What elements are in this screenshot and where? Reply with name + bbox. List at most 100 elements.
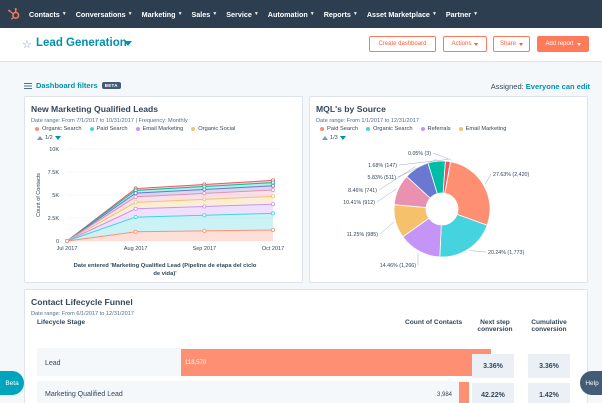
caret-down-icon [474, 42, 479, 46]
nav-reports[interactable]: Reports ▼ [324, 10, 358, 19]
series-line[interactable] [66, 189, 274, 242]
card-title[interactable]: MQL's by Source [316, 104, 386, 114]
funnel-row-label: Marketing Qualified Lead [45, 391, 123, 398]
chevron-down-icon: ▼ [212, 11, 218, 17]
funnel-row-bg [37, 381, 467, 403]
cumulative-conversion: 3.36% [528, 354, 570, 378]
funnel-bar[interactable] [459, 382, 470, 403]
data-point[interactable] [65, 238, 70, 243]
arrow-up-icon[interactable] [322, 136, 328, 140]
create-dashboard-button[interactable]: Create dashboard [369, 36, 436, 52]
legend-item[interactable]: Paid Search [320, 126, 358, 132]
chevron-down-icon: ▼ [127, 11, 133, 17]
funnel-bar[interactable] [181, 349, 491, 376]
beta-badge: BETA [101, 82, 121, 89]
leader-line [376, 188, 397, 203]
data-point[interactable] [133, 206, 138, 211]
dashboard-title[interactable]: Lead Generation [36, 37, 127, 49]
data-point[interactable] [202, 197, 207, 202]
data-point[interactable] [202, 213, 207, 218]
donut-slice[interactable] [444, 161, 452, 194]
add-report-button[interactable]: Add report [537, 36, 589, 52]
nav-label: Contacts [29, 9, 60, 19]
data-point[interactable] [270, 187, 275, 192]
date-range: Date range: From 1/1/2017 to 12/31/2017 [316, 118, 419, 124]
slice-label: 11.25% (985) [347, 232, 379, 238]
hubspot-logo-icon[interactable] [7, 7, 21, 21]
data-point[interactable] [270, 183, 275, 188]
data-point[interactable] [270, 180, 275, 185]
legend-item[interactable]: Referrals [420, 126, 451, 132]
nav-label: Reports [323, 9, 351, 19]
data-point[interactable] [202, 228, 207, 233]
arrow-down-icon[interactable] [339, 136, 346, 140]
area-fill [67, 213, 273, 241]
help-button[interactable]: Help [580, 371, 602, 395]
leader-line [432, 152, 451, 160]
nav-label: Partner [445, 9, 472, 19]
nav-sales[interactable]: Sales ▼ [192, 10, 218, 19]
dashboard-filters[interactable]: Dashboard filters BETA [24, 81, 121, 90]
legend-pager: 1/3 [322, 135, 346, 141]
next-step-conversion: 3.36% [472, 354, 514, 378]
leader-line [379, 221, 394, 235]
arrow-down-icon[interactable] [54, 136, 61, 140]
chevron-down-icon: ▼ [352, 11, 358, 17]
assigned-label: Assigned: [490, 82, 524, 91]
legend-item[interactable]: Organic Search [35, 126, 82, 132]
legend-item[interactable]: Email Marketing [458, 126, 507, 132]
data-point[interactable] [270, 211, 275, 216]
nav-automation[interactable]: Automation ▼ [268, 10, 315, 19]
donut-slice[interactable] [444, 161, 491, 226]
series-line[interactable] [66, 212, 274, 242]
data-point[interactable] [133, 194, 138, 199]
assigned-value-link[interactable]: Everyone can edit [525, 82, 590, 91]
assigned-info: Assigned: Everyone can edit [491, 82, 590, 91]
series-line[interactable] [66, 229, 274, 242]
data-point[interactable] [202, 191, 207, 196]
series-line[interactable] [66, 195, 274, 242]
area-fill [67, 189, 273, 241]
legend-item[interactable]: Email Marketing [135, 126, 183, 132]
star-icon[interactable]: ☆ [22, 39, 32, 51]
filters-label[interactable]: Dashboard filters [36, 81, 98, 90]
legend-item[interactable]: Organic Search [365, 126, 413, 132]
nav-asset-marketplace[interactable]: Asset Marketplace ▼ [367, 10, 437, 19]
data-point[interactable] [270, 227, 275, 232]
legend-pager: 1/2 [37, 135, 61, 141]
legend-label: Email Marketing [465, 126, 507, 132]
meta-divider: | [135, 118, 139, 124]
data-point[interactable] [133, 229, 138, 234]
card-title[interactable]: Contact Lifecycle Funnel [31, 297, 133, 307]
nav-marketing[interactable]: Marketing ▼ [142, 10, 183, 19]
x-tick-label: Jul 2017 [57, 246, 78, 252]
data-point[interactable] [202, 187, 207, 192]
card-title[interactable]: New Marketing Qualified Leads [31, 104, 159, 114]
nav-service[interactable]: Service ▼ [226, 10, 259, 19]
data-point[interactable] [270, 202, 275, 207]
data-point[interactable] [270, 194, 275, 199]
data-point[interactable] [133, 215, 138, 220]
series-line[interactable] [66, 185, 274, 242]
chevron-down-icon[interactable] [124, 41, 132, 46]
data-point[interactable] [202, 204, 207, 209]
leader-line [397, 159, 437, 178]
series-line[interactable] [66, 182, 274, 242]
area-fill [67, 229, 273, 241]
beta-feedback-button[interactable]: Beta [0, 371, 24, 395]
source-chart-card: MQL's by Source Date range: From 1/1/201… [309, 96, 588, 283]
next-step-conversion: 42.22% [472, 383, 514, 403]
nav-partner[interactable]: Partner ▼ [446, 10, 478, 19]
arrow-up-icon[interactable] [37, 136, 43, 140]
data-point[interactable] [133, 191, 138, 196]
series-line[interactable] [66, 203, 274, 242]
nav-conversations[interactable]: Conversations ▼ [76, 10, 133, 19]
legend-item[interactable]: Paid Search [89, 126, 128, 132]
legend-item[interactable]: Organic Social [191, 126, 235, 132]
nav-contacts[interactable]: Contacts ▼ [29, 10, 67, 19]
series-line[interactable] [66, 179, 274, 242]
actions-button[interactable]: Actions [443, 36, 487, 52]
button-label: Actions [451, 41, 472, 47]
share-button[interactable]: Share [493, 36, 530, 52]
data-point[interactable] [133, 200, 138, 205]
